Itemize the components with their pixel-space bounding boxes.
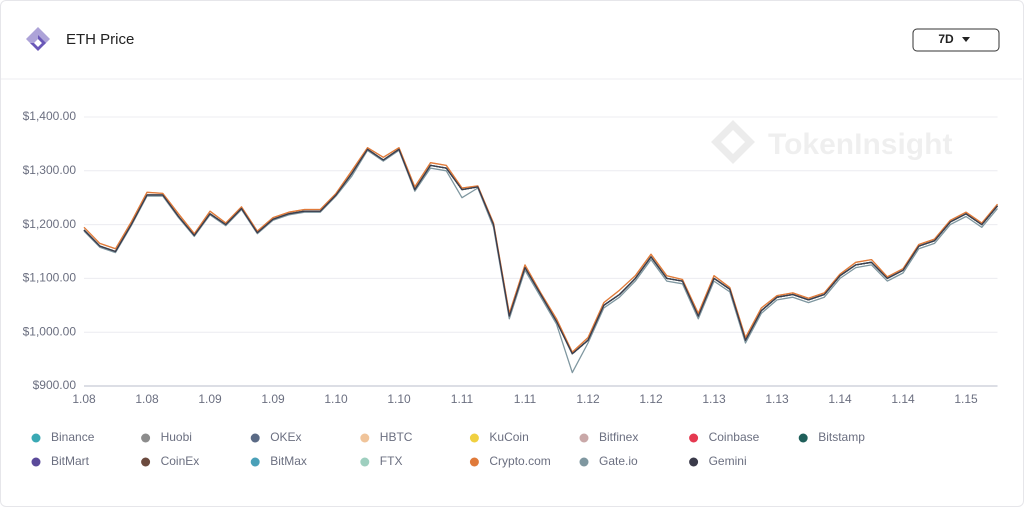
- legend-item[interactable]: Coinbase: [689, 430, 760, 444]
- page-title: ETH Price: [66, 31, 134, 48]
- price-line: [83, 148, 998, 355]
- legend-item[interactable]: Crypto.com: [469, 454, 551, 468]
- legend-label[interactable]: HBTC: [380, 430, 413, 444]
- legend-item[interactable]: OKEx: [250, 430, 302, 444]
- dropdown-box[interactable]: [912, 28, 1000, 52]
- y-tick-label: $1,300.00: [23, 163, 77, 177]
- price-line: [83, 148, 998, 355]
- legend-dot[interactable]: [579, 457, 589, 467]
- legend-label[interactable]: Bitfinex: [599, 430, 638, 444]
- legend-item[interactable]: CoinEx: [141, 454, 199, 468]
- legend-dot[interactable]: [141, 433, 151, 443]
- x-tick-label: 1.10: [387, 392, 411, 406]
- price-line: [83, 148, 998, 355]
- watermark-text: TokenInsight: [768, 128, 952, 161]
- legend-dot[interactable]: [250, 457, 260, 467]
- x-tick-label: 1.08: [135, 392, 159, 406]
- logo: [26, 27, 50, 51]
- legend-dot[interactable]: [579, 433, 589, 443]
- x-tick-label: 1.09: [198, 392, 222, 406]
- legend-label[interactable]: CoinEx: [161, 454, 200, 468]
- x-tick-label: 1.11: [451, 392, 474, 406]
- legend-dot[interactable]: [31, 433, 41, 443]
- legend-label[interactable]: BitMax: [270, 454, 307, 468]
- price-line: [83, 149, 998, 374]
- legend-label[interactable]: Huobi: [161, 430, 192, 444]
- price-line: [83, 147, 998, 353]
- legend-label[interactable]: Coinbase: [709, 430, 760, 444]
- legend-item[interactable]: Gemini: [689, 454, 747, 468]
- price-line: [83, 148, 998, 355]
- legend-dot[interactable]: [141, 457, 151, 467]
- legend-dot[interactable]: [469, 457, 479, 467]
- legend-dot[interactable]: [469, 433, 479, 443]
- x-tick-label: 1.14: [891, 392, 915, 406]
- legend-dot[interactable]: [360, 433, 370, 443]
- legend-item[interactable]: Gate.io: [579, 454, 639, 468]
- price-line: [83, 148, 998, 355]
- dropdown-label[interactable]: 7D: [938, 32, 954, 46]
- legend-label[interactable]: OKEx: [270, 430, 301, 444]
- legend-label[interactable]: FTX: [380, 454, 403, 468]
- legend-item[interactable]: KuCoin: [469, 430, 529, 444]
- legend-item[interactable]: Binance: [31, 430, 95, 444]
- price-line: [83, 148, 998, 355]
- legend-item[interactable]: BitMart: [31, 454, 90, 468]
- legend-label[interactable]: Gate.io: [599, 454, 638, 468]
- x-tick-label: 1.11: [514, 392, 537, 406]
- legend-dot[interactable]: [689, 457, 699, 467]
- x-tick-label: 1.10: [324, 392, 348, 406]
- legend-item[interactable]: Huobi: [141, 430, 192, 444]
- legend-dot[interactable]: [689, 433, 699, 443]
- y-tick-label: $1,400.00: [23, 109, 77, 123]
- price-line: [83, 148, 998, 355]
- legend-item[interactable]: Bitstamp: [798, 430, 866, 444]
- price-line: [83, 148, 998, 355]
- y-tick-label: $1,100.00: [23, 271, 77, 285]
- y-tick-label: $1,200.00: [23, 217, 77, 231]
- legend-label[interactable]: Gemini: [709, 454, 747, 468]
- x-tick-label: 1.12: [576, 392, 600, 406]
- x-tick-label: 1.09: [261, 392, 285, 406]
- price-line: [83, 148, 998, 355]
- x-tick-label: 1.15: [954, 392, 978, 406]
- legend-dot[interactable]: [360, 457, 370, 467]
- x-tick-label: 1.12: [639, 392, 663, 406]
- legend-label[interactable]: KuCoin: [489, 430, 528, 444]
- legend-item[interactable]: BitMax: [250, 454, 307, 468]
- legend-dot[interactable]: [250, 433, 260, 443]
- y-tick-label: $1,000.00: [23, 324, 77, 338]
- legend-dot[interactable]: [31, 457, 41, 467]
- x-tick-label: 1.08: [72, 392, 96, 406]
- legend-label[interactable]: Bitstamp: [818, 430, 865, 444]
- legend-label[interactable]: Binance: [51, 430, 95, 444]
- price-line: [83, 148, 998, 355]
- dropdown-caret[interactable]: [962, 37, 970, 42]
- legend-dot[interactable]: [798, 433, 808, 443]
- legend-item[interactable]: HBTC: [360, 430, 413, 444]
- range-dropdown[interactable]: 7D: [912, 28, 1000, 52]
- legend-label[interactable]: Crypto.com: [489, 454, 550, 468]
- price-line: [83, 148, 998, 355]
- price-line: [83, 148, 998, 355]
- price-line: [83, 147, 998, 353]
- watermark: [711, 120, 755, 164]
- legend-label[interactable]: BitMart: [51, 454, 90, 468]
- x-tick-label: 1.13: [765, 392, 789, 406]
- x-tick-label: 1.13: [702, 392, 726, 406]
- legend-item[interactable]: FTX: [360, 454, 402, 468]
- y-tick-label: $900.00: [33, 378, 77, 392]
- x-tick-label: 1.14: [828, 392, 852, 406]
- legend-item[interactable]: Bitfinex: [579, 430, 639, 444]
